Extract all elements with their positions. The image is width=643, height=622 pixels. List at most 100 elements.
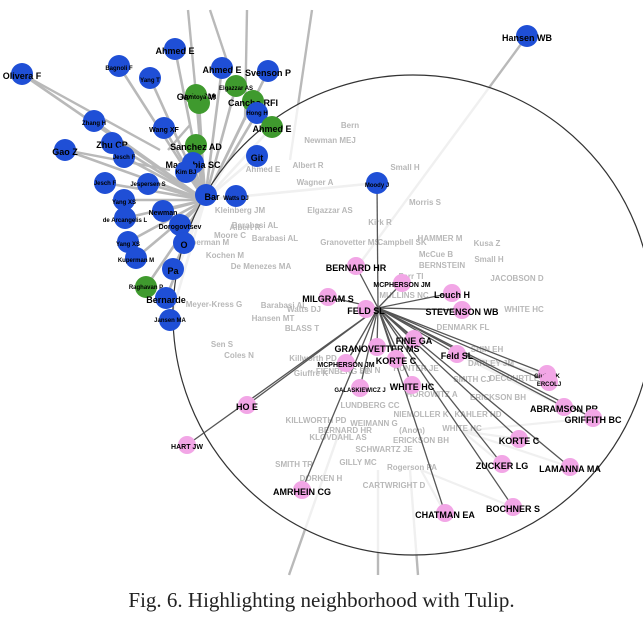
graph-node[interactable]: KORTE C (499, 430, 540, 448)
node-marker[interactable] (504, 498, 522, 516)
graph-node[interactable]: BERNARD HR (326, 257, 387, 275)
node-marker[interactable] (139, 67, 161, 89)
graph-node[interactable]: Sanchez AD (170, 134, 222, 156)
graph-node[interactable]: Jespersen S (130, 173, 166, 195)
graph-node[interactable]: MCPHERSON JM (373, 274, 431, 292)
node-marker[interactable] (347, 257, 365, 275)
graph-node[interactable]: Dorogovtsev (159, 214, 202, 236)
graph-node[interactable]: O (173, 232, 195, 254)
graph-node[interactable]: BOCHNER S (486, 498, 540, 516)
node-marker[interactable] (540, 373, 558, 391)
node-marker[interactable] (159, 309, 181, 331)
graph-node[interactable]: Bagnoli F (105, 55, 133, 77)
node-marker[interactable] (246, 145, 268, 167)
graph-node[interactable]: Newman (149, 200, 178, 222)
graph-node[interactable]: ERCOLJ (537, 373, 561, 391)
node-marker[interactable] (173, 232, 195, 254)
graph-node[interactable]: FELD SL (347, 300, 385, 318)
node-marker[interactable] (448, 345, 466, 363)
graph-node[interactable]: Jansen MA (154, 309, 186, 331)
graph-node[interactable]: KORTE C (376, 350, 417, 368)
graph-node[interactable]: Yang T (139, 67, 161, 89)
graph-node[interactable]: Svenson P (245, 60, 291, 82)
node-marker[interactable] (153, 117, 175, 139)
graph-node[interactable]: Jesch F (94, 172, 117, 194)
graph-node[interactable]: AMRHEIN CG (273, 481, 331, 499)
graph-node[interactable]: MILGRAM S (302, 288, 354, 306)
graph-node[interactable]: ZUCKER LG (476, 455, 529, 473)
node-marker[interactable] (94, 172, 116, 194)
node-marker[interactable] (257, 60, 279, 82)
node-marker[interactable] (162, 258, 184, 280)
graph-node[interactable]: Jesch F (113, 146, 136, 168)
node-marker[interactable] (54, 139, 76, 161)
graph-node[interactable]: Hong H (246, 102, 268, 124)
graph-node[interactable]: GRANOVETTER MS (334, 338, 420, 356)
graph-node[interactable]: Bernarde (146, 287, 186, 309)
node-marker[interactable] (261, 116, 283, 138)
node-marker[interactable] (135, 276, 157, 298)
graph-node[interactable]: Ahmed E (155, 38, 195, 60)
graph-node[interactable]: Pa (162, 258, 184, 280)
node-marker[interactable] (225, 185, 247, 207)
graph-node[interactable]: Feld SL (441, 345, 474, 363)
node-marker[interactable] (366, 172, 388, 194)
graph-node[interactable]: HART JW (171, 436, 203, 454)
node-marker[interactable] (164, 38, 186, 60)
graph-node[interactable]: GALASKIEWICZ J (334, 379, 386, 397)
node-marker[interactable] (516, 25, 538, 47)
node-marker[interactable] (387, 350, 405, 368)
node-marker[interactable] (493, 455, 511, 473)
graph-node[interactable]: Kim BJ (175, 161, 197, 183)
graph-node[interactable]: Git (246, 145, 268, 167)
node-marker[interactable] (169, 214, 191, 236)
graph-node[interactable]: Watts DJ (223, 185, 249, 207)
graph-node[interactable]: Bar (195, 184, 220, 206)
graph-node[interactable]: Moody J (365, 172, 389, 194)
node-marker[interactable] (555, 398, 573, 416)
node-marker[interactable] (113, 146, 135, 168)
graph-node[interactable]: Hansen WB (502, 25, 553, 47)
graph-node[interactable]: Ahmed E (252, 116, 292, 138)
graph-node[interactable]: Louch H (434, 284, 470, 302)
graph-node[interactable]: GRIFFITH BC (565, 409, 622, 427)
node-marker[interactable] (155, 287, 177, 309)
node-marker[interactable] (152, 200, 174, 222)
graph-node[interactable]: FINE GA (396, 330, 433, 348)
node-marker[interactable] (137, 173, 159, 195)
node-marker[interactable] (188, 92, 210, 114)
graph-node[interactable]: Olivera F (3, 63, 42, 85)
node-marker[interactable] (185, 134, 207, 156)
node-marker[interactable] (436, 504, 454, 522)
node-marker[interactable] (113, 189, 135, 211)
graph-node[interactable]: LAMANNA MA (539, 458, 601, 476)
graph-node[interactable]: de Arcangelis L (103, 207, 148, 229)
node-marker[interactable] (357, 300, 375, 318)
node-marker[interactable] (195, 184, 217, 206)
node-marker[interactable] (405, 330, 423, 348)
node-marker[interactable] (443, 284, 461, 302)
node-marker[interactable] (114, 207, 136, 229)
node-marker[interactable] (368, 338, 386, 356)
node-marker[interactable] (584, 409, 602, 427)
node-marker[interactable] (337, 354, 355, 372)
node-marker[interactable] (561, 458, 579, 476)
node-marker[interactable] (178, 436, 196, 454)
node-marker[interactable] (403, 376, 421, 394)
graph-node[interactable]: Yang XS (112, 189, 136, 211)
node-marker[interactable] (11, 63, 33, 85)
graph-node[interactable]: ABRAMSON PR (530, 398, 599, 416)
graph-node[interactable]: Montoya JM (182, 92, 217, 114)
node-marker[interactable] (453, 301, 471, 319)
graph-node[interactable]: CHATMAN EA (415, 504, 475, 522)
graph-node[interactable]: Raghavan P (129, 276, 163, 298)
node-marker[interactable] (211, 57, 233, 79)
graph-node[interactable]: Gao Z (52, 139, 78, 161)
graph-node[interactable]: Elgazzar AS (219, 75, 253, 97)
node-marker[interactable] (319, 288, 337, 306)
node-marker[interactable] (83, 110, 105, 132)
node-marker[interactable] (393, 274, 411, 292)
node-marker[interactable] (125, 247, 147, 269)
node-marker[interactable] (510, 430, 528, 448)
node-marker[interactable] (351, 379, 369, 397)
